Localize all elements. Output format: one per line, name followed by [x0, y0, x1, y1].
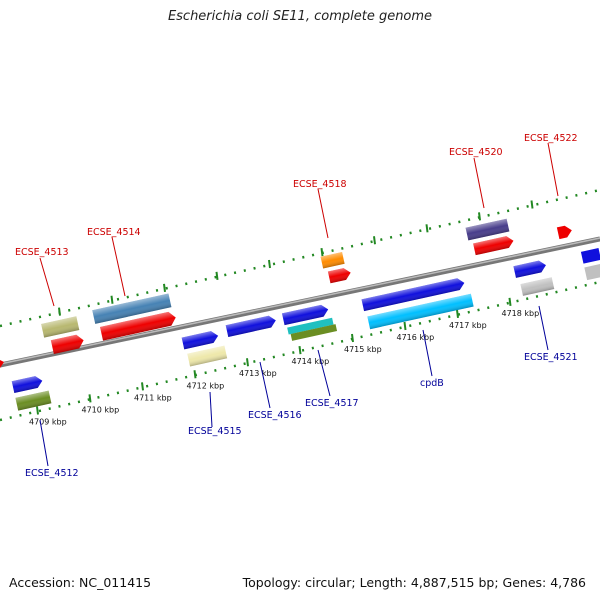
gene-label: ECSE_4515	[188, 426, 242, 437]
tick-mark	[478, 212, 481, 221]
tick-mark	[320, 247, 324, 257]
tick-mark	[36, 406, 39, 415]
tick-mark	[268, 259, 271, 269]
tick-mark	[88, 394, 92, 403]
gene-feature	[580, 247, 600, 264]
gene-label: ECSE_4517	[305, 398, 359, 409]
gene-label: cpdB	[420, 378, 444, 389]
gene-feature	[0, 360, 4, 368]
tick-mark	[141, 382, 144, 391]
gene-label: ECSE_4520	[449, 147, 503, 158]
tick-mark	[508, 297, 512, 306]
tick-mark	[373, 236, 376, 245]
tick-label: 4711 kbp	[134, 393, 172, 402]
tick-label: 4712 kbp	[187, 381, 225, 390]
lower-label-connectors	[39, 305, 549, 467]
map-title: Escherichia coli SE11, complete genome	[167, 9, 433, 24]
gene-label: ECSE_4513	[15, 247, 69, 258]
tick-label: 4710 kbp	[82, 405, 120, 414]
gene-label: ECSE_4522	[524, 133, 578, 144]
tick-mark	[246, 358, 249, 367]
tick-mark	[298, 345, 302, 355]
tick-mark	[193, 370, 197, 379]
upper-label-connectors	[39, 142, 559, 307]
gene-label: ECSE_4521	[524, 352, 578, 363]
tick-label: 4718 kbp	[502, 309, 540, 318]
tick-mark	[163, 283, 166, 292]
tick-mark	[456, 309, 459, 319]
gene-label: ECSE_4512	[25, 468, 79, 479]
gene-feature	[556, 225, 572, 240]
tick-mark	[215, 271, 219, 281]
tick-label: 4715 kbp	[344, 345, 382, 354]
accession-text: Accession: NC_011415	[9, 575, 152, 590]
upper-features	[41, 218, 572, 354]
tick-label: 4717 kbp	[449, 321, 487, 330]
genome-backbone	[0, 236, 600, 368]
tick-label: 4716 kbp	[397, 333, 435, 342]
gene-feature	[287, 317, 334, 335]
tick-label: 4709 kbp	[29, 417, 67, 426]
tick-mark	[530, 200, 534, 209]
tick-mark	[58, 307, 61, 316]
tick-marks: 4709 kbp 4710 kbp 4711 kbp 4712 kbp 4713 kbp…	[29, 200, 540, 426]
tick-mark	[351, 333, 354, 343]
gene-label: ECSE_4516	[248, 410, 302, 421]
lower-features	[0, 247, 600, 411]
genome-summary-text: Topology: circular; Length: 4,887,515 bp…	[242, 575, 586, 590]
tick-label: 4714 kbp	[292, 357, 330, 366]
gene-feature	[584, 263, 600, 281]
tick-mark	[403, 321, 407, 331]
gene-label: ECSE_4514	[87, 227, 141, 238]
gene-feature	[290, 324, 338, 341]
gene-label: ECSE_4518	[293, 179, 347, 190]
tick-label: 4713 kbp	[239, 369, 277, 378]
tick-mark	[425, 224, 429, 233]
tick-mark	[110, 295, 114, 304]
